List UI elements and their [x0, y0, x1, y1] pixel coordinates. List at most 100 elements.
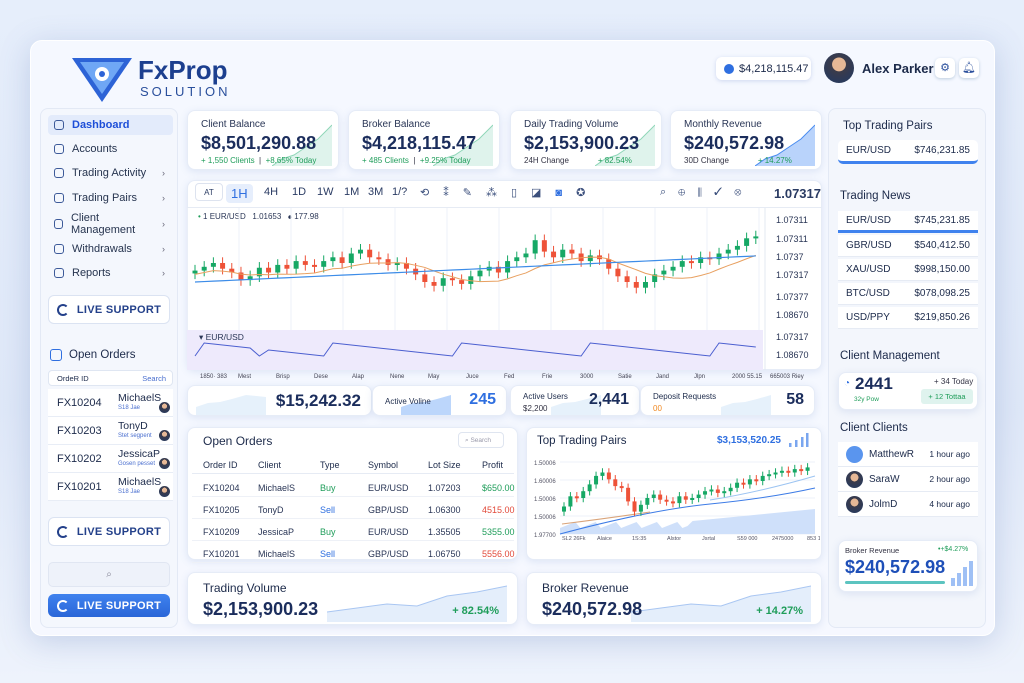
- avatar: [159, 402, 170, 413]
- news-row[interactable]: XAU/USD $998,150.00: [838, 259, 978, 281]
- candle: [385, 259, 391, 265]
- list-item[interactable]: FX10203 TonyD Stet segpent: [48, 417, 173, 445]
- sidebar-item-dashboard[interactable]: Dashboard: [48, 115, 173, 135]
- news-row[interactable]: BTC/USD $078,098.25: [838, 283, 978, 305]
- volume-icon[interactable]: ⦀: [697, 186, 714, 198]
- pair-value: $078,098.25: [914, 288, 970, 299]
- tool-icon[interactable]: ✪: [576, 187, 600, 199]
- mini-stat-card[interactable]: Active Users $2,200 2,441: [510, 385, 640, 416]
- sidebar-item-trading-pairs[interactable]: Trading Pairs ›: [48, 188, 173, 208]
- mini-stat-card[interactable]: $15,242.32: [187, 385, 372, 416]
- client-management-title: Client Management: [840, 350, 940, 362]
- table-cell: FX10201: [203, 549, 240, 559]
- x-tick: Dese: [314, 374, 329, 380]
- search-input[interactable]: ⌕: [48, 562, 170, 587]
- table-cell: Buy: [320, 483, 336, 493]
- candle: [330, 257, 336, 262]
- news-row[interactable]: GBR/USD $540,412.50: [838, 235, 978, 257]
- tool-icon[interactable]: ⟲: [420, 187, 444, 199]
- avatar: [159, 430, 170, 441]
- pair-value: $746,231.85: [914, 145, 970, 156]
- tool-icon[interactable]: ▯: [510, 187, 531, 199]
- pair-value: $745,231.85: [914, 215, 970, 226]
- chart-actions[interactable]: ⌕⊕⦀✓⊗: [660, 186, 753, 199]
- stat-card[interactable]: Client Balance $8,501,290.88 + 1,550 Cli…: [187, 110, 339, 170]
- candle: [357, 249, 363, 254]
- sidebar-item-withdrawals[interactable]: Withdrawals ›: [48, 239, 173, 259]
- client-row[interactable]: SaraW 2 hour ago: [838, 467, 978, 492]
- stat-sub1: + 485 Clients: [362, 156, 409, 165]
- candle: [754, 479, 759, 482]
- brush-icon[interactable]: ✓: [713, 186, 735, 198]
- price-tick: 1.08670: [776, 350, 809, 360]
- live-support-button-primary[interactable]: LIVE SUPPORT: [48, 594, 170, 617]
- settings-icon[interactable]: ⊗: [734, 186, 754, 198]
- x-tick: 1S:35: [632, 536, 646, 542]
- nav-label: Client Management: [70, 212, 136, 236]
- candle: [302, 261, 308, 265]
- timeframe-1/?[interactable]: 1/?: [392, 186, 408, 198]
- list-item[interactable]: FX10204 MichaelS S18 Jae: [48, 389, 173, 417]
- x-tick: Jand: [656, 374, 670, 380]
- indicator-line: [194, 342, 756, 357]
- drawing-tools[interactable]: ⟲⁑✎⁂▯◪◙✪: [420, 186, 599, 199]
- auto-button[interactable]: AT: [195, 183, 223, 201]
- timeframe-1M[interactable]: 1M: [344, 186, 360, 198]
- notification-icon[interactable]: 🔔︎: [959, 58, 979, 78]
- candle: [664, 499, 669, 502]
- stat-card[interactable]: Broker Balance $4,218,115.47 + 485 Clien…: [348, 110, 500, 170]
- timeframe-3M[interactable]: 3M: [368, 186, 384, 198]
- chevron-right-icon: ›: [162, 193, 165, 203]
- table-row[interactable]: [192, 498, 514, 519]
- timeframe-1W[interactable]: 1W: [317, 186, 334, 198]
- stat-card[interactable]: Daily Trading Volume $2,153,900.23 24H C…: [510, 110, 662, 170]
- orders-search-input[interactable]: ⌕ Search: [458, 432, 504, 448]
- news-row[interactable]: USD/PPY $219,850.26: [838, 307, 978, 329]
- timeframe-4H[interactable]: 4H: [264, 186, 279, 198]
- pen-icon[interactable]: ✎: [462, 187, 486, 199]
- tool-icon[interactable]: ⁑: [443, 187, 463, 199]
- search-icon[interactable]: ⌕: [660, 186, 679, 198]
- settings-icon[interactable]: ⚙: [935, 58, 955, 78]
- summary-card[interactable]: Broker Revenue $240,572.98 + 14.27%: [526, 572, 822, 625]
- table-row[interactable]: [192, 542, 514, 563]
- candlestick-chart[interactable]: 1.07311 1.07311 1.0737 1.07317 1.07377 1.0867…: [187, 208, 822, 370]
- list-item[interactable]: FX10201 MichaelS S18 Jae: [48, 473, 173, 501]
- stat-label: Daily Trading Volume: [524, 119, 619, 130]
- top-pairs-chart[interactable]: 1.50006 1.60006 1.50006 1.50006 1.97700 SL2 2…: [530, 452, 820, 544]
- live-support-button[interactable]: LIVE SUPPORT: [48, 295, 170, 324]
- tool-icon[interactable]: ◙: [555, 187, 577, 199]
- table-row[interactable]: [192, 476, 514, 497]
- client-row[interactable]: MatthewR 1 hour ago: [838, 442, 978, 467]
- client-row[interactable]: JolmD 4 hour ago: [838, 492, 978, 517]
- candle: [792, 469, 797, 473]
- sidebar-item-accounts[interactable]: Accounts: [48, 139, 173, 159]
- timeframe-1D[interactable]: 1D: [292, 186, 307, 198]
- candle: [679, 261, 685, 267]
- x-tick: Jsrtal: [702, 536, 715, 542]
- top-pair-row[interactable]: EUR/USD $746,231.85: [838, 140, 978, 164]
- order-search-bar[interactable]: OrdeR ID Search: [48, 370, 173, 386]
- candle: [805, 467, 810, 471]
- avatar: [846, 445, 863, 463]
- table-row[interactable]: [192, 520, 514, 541]
- user-avatar[interactable]: [824, 53, 854, 83]
- sidebar-item-reports[interactable]: Reports ›: [48, 263, 173, 283]
- list-item[interactable]: FX10202 JessicaP Gosen pesset: [48, 445, 173, 473]
- stat-card[interactable]: Monthly Revenue $240,572.98 30D Change +…: [670, 110, 822, 170]
- sidebar-item-trading-activity[interactable]: Trading Activity ›: [48, 163, 173, 183]
- tool-icon[interactable]: ⁂: [485, 187, 511, 199]
- summary-card[interactable]: Trading Volume $2,153,900.23 + 82.54%: [187, 572, 518, 625]
- mini-stat-card[interactable]: Deposit Requests 00 58: [640, 385, 815, 416]
- tool-icon[interactable]: ◪: [531, 187, 556, 199]
- balance-pill[interactable]: $4,218,115.47: [716, 57, 811, 80]
- globe-icon[interactable]: ⊕: [678, 186, 698, 198]
- mini-stat-card[interactable]: Active Voline 245: [372, 385, 507, 416]
- table-cell: EUR/USD: [368, 527, 409, 537]
- news-row[interactable]: EUR/USD $745,231.85: [838, 211, 978, 233]
- user-name: Alex Parker: [862, 61, 934, 76]
- sidebar-item-client-management[interactable]: Client Management ›: [48, 212, 173, 236]
- stat-value: $8,501,290.88: [201, 133, 317, 153]
- live-support-button-2[interactable]: LIVE SUPPORT: [48, 517, 170, 546]
- timeframe-1H[interactable]: 1H: [226, 184, 253, 203]
